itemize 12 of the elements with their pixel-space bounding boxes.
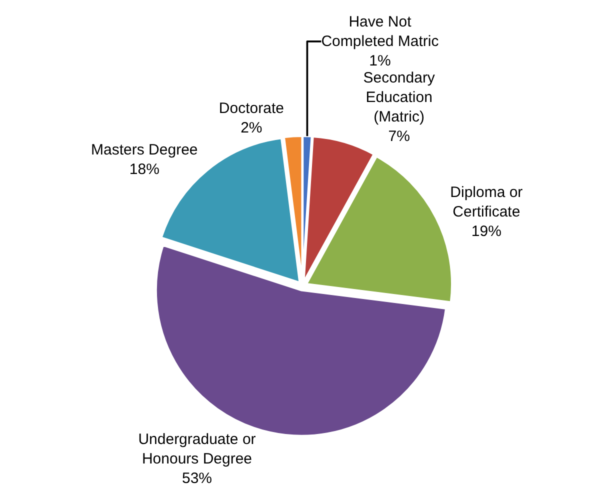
- data-label: 7%: [388, 128, 410, 145]
- slice-label: Masters Degree: [91, 141, 198, 158]
- slice-label: Diploma or Certificate: [450, 184, 523, 221]
- data-label: 2%: [240, 119, 262, 136]
- slice-label: Secondary Education (Matric): [363, 69, 436, 126]
- data-label: 18%: [129, 160, 160, 178]
- data-label: 1%: [369, 52, 391, 70]
- data-label: 19%: [471, 223, 502, 240]
- slice-label: Have Not Completed Matric: [321, 13, 440, 50]
- data-label: 53%: [182, 470, 212, 488]
- slice-label: Doctorate: [218, 100, 284, 117]
- slice-label: Undergraduate or Honours Degree: [138, 431, 256, 468]
